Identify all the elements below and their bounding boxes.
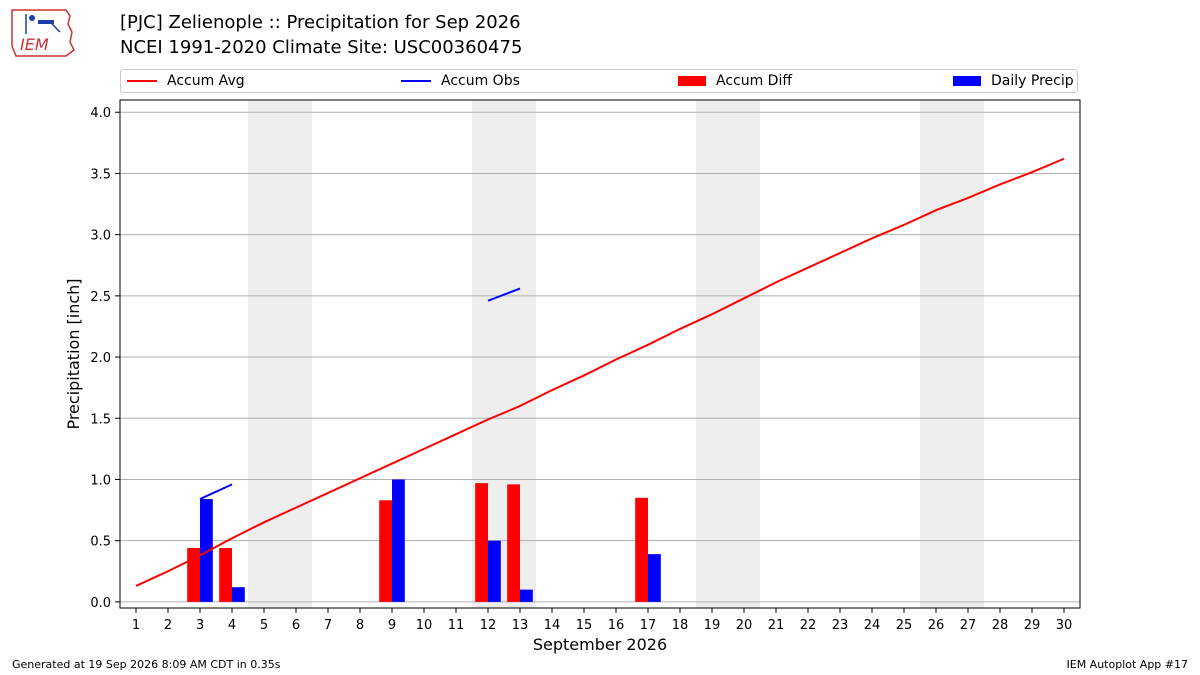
x-tick-label-29: 29 xyxy=(1024,618,1041,633)
x-tick-label-4: 4 xyxy=(228,618,236,633)
axes: 0.00.51.01.52.02.53.03.54.01 2 3 4 5 6 7 8 9 10 11… xyxy=(90,106,1072,633)
chart-legend: Accum Avg Accum Obs Accum Diff Daily Pre… xyxy=(120,69,1078,93)
bar-daily-precip-day-3 xyxy=(200,499,213,602)
x-tick-label-11: 11 xyxy=(448,618,465,633)
x-tick-label-24: 24 xyxy=(864,618,881,633)
y-tick-label-3: 1.5 xyxy=(90,412,111,427)
plot-frame xyxy=(119,99,1081,609)
x-axis-label: September 2026 xyxy=(533,635,667,654)
legend-swatch-accum-diff xyxy=(678,76,706,86)
bar-daily-precip-day-13 xyxy=(520,589,533,602)
x-tick-label-3: 3 xyxy=(196,618,204,633)
legend-swatch-daily-precip xyxy=(953,76,981,86)
iem-logo: IEM xyxy=(11,9,75,57)
x-tick-label-27: 27 xyxy=(960,618,977,633)
bar-daily-precip-day-4 xyxy=(232,587,245,602)
line-accum-avg xyxy=(135,157,1065,587)
bar-daily-precip-day-17 xyxy=(648,554,661,602)
x-tick-label-28: 28 xyxy=(992,618,1009,633)
y-tick-label-4: 2.0 xyxy=(90,351,111,366)
legend-item-daily-precip: Daily Precip xyxy=(953,73,1074,91)
grid-lines xyxy=(120,111,1080,603)
y-tick-label-5: 2.5 xyxy=(90,290,111,305)
y-tick-label-7: 3.5 xyxy=(90,167,111,182)
line-accum-obs-segment-2 xyxy=(487,287,521,302)
x-tick-label-15: 15 xyxy=(576,618,593,633)
chart-title: [PJC] Zelienople :: Precipitation for Se… xyxy=(120,12,521,33)
legend-item-accum-diff: Accum Diff xyxy=(678,73,792,91)
x-tick-label-17: 17 xyxy=(640,618,657,633)
bar-accum-diff-day-9 xyxy=(379,500,392,602)
x-tick-label-26: 26 xyxy=(928,618,945,633)
x-tick-label-20: 20 xyxy=(736,618,753,633)
x-tick-label-1: 1 xyxy=(132,618,140,633)
x-tick-label-9: 9 xyxy=(388,618,396,633)
x-tick-label-13: 13 xyxy=(512,618,529,633)
x-tick-label-8: 8 xyxy=(356,618,364,633)
bar-daily-precip-day-9 xyxy=(392,479,405,602)
legend-item-accum-avg: Accum Avg xyxy=(127,73,245,91)
x-tick-label-7: 7 xyxy=(324,618,332,633)
bar-accum-diff-day-3 xyxy=(187,548,200,602)
legend-label-daily-precip: Daily Precip xyxy=(991,73,1074,89)
bar-accum-diff-day-4 xyxy=(219,548,232,602)
weekend-shade-3 xyxy=(696,100,760,608)
x-tick-label-6: 6 xyxy=(292,618,300,633)
x-tick-label-2: 2 xyxy=(164,618,172,633)
app-footer: IEM Autoplot App #17 xyxy=(1066,658,1189,671)
bar-accum-diff-day-13 xyxy=(507,484,520,602)
chart-subtitle: NCEI 1991-2020 Climate Site: USC00360475 xyxy=(120,37,523,58)
x-tick-label-14: 14 xyxy=(544,618,561,633)
y-tick-label-6: 3.0 xyxy=(90,229,111,244)
x-tick-label-18: 18 xyxy=(672,618,689,633)
legend-swatch-accum-avg xyxy=(127,80,157,82)
y-tick-label-2: 1.0 xyxy=(90,473,111,488)
x-tick-label-16: 16 xyxy=(608,618,625,633)
y-tick-label-8: 4.0 xyxy=(90,106,111,121)
x-tick-label-5: 5 xyxy=(260,618,268,633)
weekend-shade-4 xyxy=(920,100,984,608)
y-axis-label: Precipitation [inch] xyxy=(64,278,83,429)
bar-accum-diff-day-17 xyxy=(635,497,648,602)
iem-logo-text: IEM xyxy=(20,35,49,54)
x-tick-label-12: 12 xyxy=(480,618,497,633)
generated-footer: Generated at 19 Sep 2026 8:09 AM CDT in … xyxy=(12,658,281,671)
legend-swatch-accum-obs xyxy=(401,80,431,82)
bar-accum-diff-day-12 xyxy=(475,483,488,602)
bars xyxy=(187,479,661,602)
weekend-shade-1 xyxy=(248,100,312,608)
bar-daily-precip-day-12 xyxy=(488,540,501,602)
weekend-shading xyxy=(248,100,984,608)
y-tick-label-1: 0.5 xyxy=(90,535,111,550)
x-tick-label-22: 22 xyxy=(800,618,817,633)
x-tick-label-25: 25 xyxy=(896,618,913,633)
legend-item-accum-obs: Accum Obs xyxy=(401,73,520,91)
x-tick-label-23: 23 xyxy=(832,618,849,633)
legend-label-accum-diff: Accum Diff xyxy=(716,73,793,89)
legend-label-accum-avg: Accum Avg xyxy=(167,73,245,89)
x-tick-label-10: 10 xyxy=(416,618,433,633)
lines xyxy=(135,157,1065,587)
x-tick-label-19: 19 xyxy=(704,618,721,633)
y-tick-label-0: 0.0 xyxy=(90,596,111,611)
line-accum-obs-segment-1 xyxy=(199,483,233,500)
legend-label-accum-obs: Accum Obs xyxy=(441,73,520,89)
x-tick-label-30: 30 xyxy=(1056,618,1073,633)
x-tick-label-21: 21 xyxy=(768,618,785,633)
